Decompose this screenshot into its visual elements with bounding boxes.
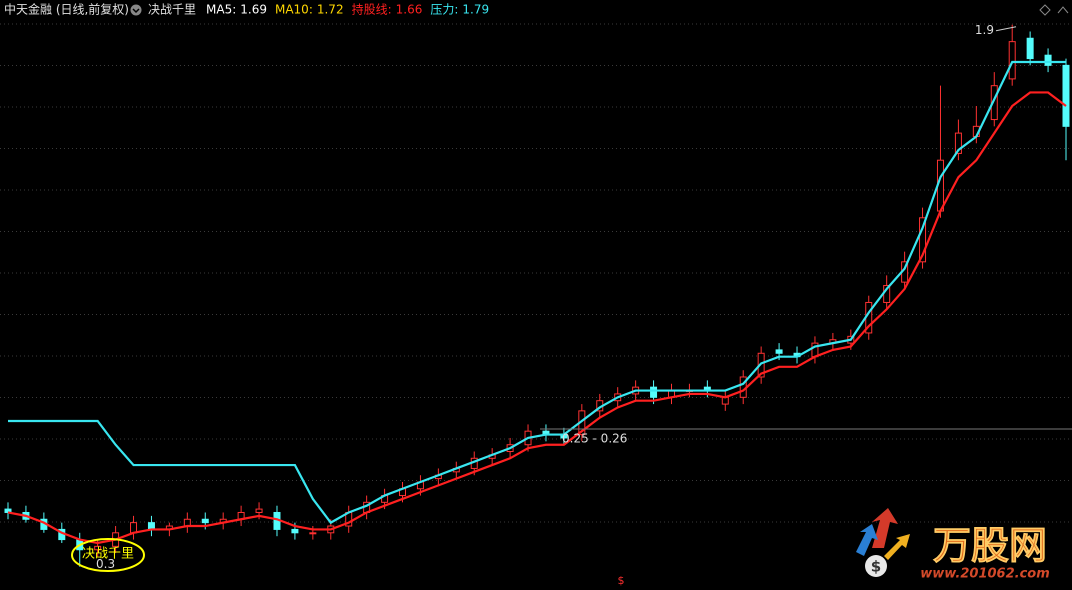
legend-name: 持股线: <box>352 2 392 17</box>
signal-label: 决战千里 <box>82 547 134 562</box>
candle-body <box>291 528 299 534</box>
header: 中天金融 (日线,前复权) 决战千里 MA5: 1.69 MA10: 1.72 持股线:… <box>4 2 1069 17</box>
candle-body <box>775 349 783 354</box>
candle-body <box>757 352 765 378</box>
indicator-line <box>8 60 1066 525</box>
chevron <box>132 8 140 14</box>
grid <box>0 23 1072 523</box>
plot: 1.9 0.3 0.25 - 0.26 决战千里 $ <box>4 23 1072 587</box>
range-label: 0.25 - 0.26 <box>562 432 627 446</box>
candle-body <box>954 132 962 154</box>
legend-name: MA10: <box>275 3 313 17</box>
signal-ellipse <box>71 538 145 572</box>
brand-url: www.201062.com <box>920 567 1050 582</box>
candle-body <box>919 217 927 263</box>
candle-body <box>990 85 998 121</box>
candle-body <box>309 532 317 535</box>
high-pointer <box>995 26 1017 32</box>
logo-coin-sign: $ <box>871 558 881 576</box>
candle-body <box>1008 41 1016 80</box>
candle-body <box>1044 54 1052 66</box>
logo-arrow-gold <box>884 534 910 560</box>
candle-body <box>94 545 102 551</box>
logo-coin <box>865 555 887 577</box>
signal-marker: $ <box>618 574 625 587</box>
candle-body <box>1026 37 1034 60</box>
candle-body <box>130 522 138 534</box>
legend-value: 1.79 <box>462 3 489 17</box>
watermark: $ 万股网 www.201062.com <box>856 508 1050 582</box>
collapse-icon[interactable] <box>1057 6 1069 14</box>
logo-arrow-red <box>872 508 898 548</box>
candle-body <box>650 386 658 398</box>
legend-value: 1.72 <box>317 3 344 17</box>
candle-body <box>1062 64 1070 127</box>
high-label: 1.9 <box>975 23 994 37</box>
settings-icon[interactable] <box>130 4 142 16</box>
logo-arrow-blue <box>856 524 878 556</box>
indicator-name: 决战千里 <box>148 3 196 17</box>
legend-name: MA5: <box>206 3 236 17</box>
candle-body <box>4 508 12 513</box>
legend-name: 压力: <box>430 3 458 17</box>
brand: 万股网 <box>933 524 1047 568</box>
legend-value: 1.66 <box>396 3 423 17</box>
diamond-icon[interactable] <box>1039 4 1051 16</box>
stock-title: 中天金融 (日线,前复权) <box>4 2 129 17</box>
candle-body <box>255 508 263 513</box>
candle-body <box>201 518 209 524</box>
low-label: 0.3 <box>96 557 115 571</box>
indicator-line <box>7 91 1067 545</box>
legend-value: 1.69 <box>240 3 267 17</box>
